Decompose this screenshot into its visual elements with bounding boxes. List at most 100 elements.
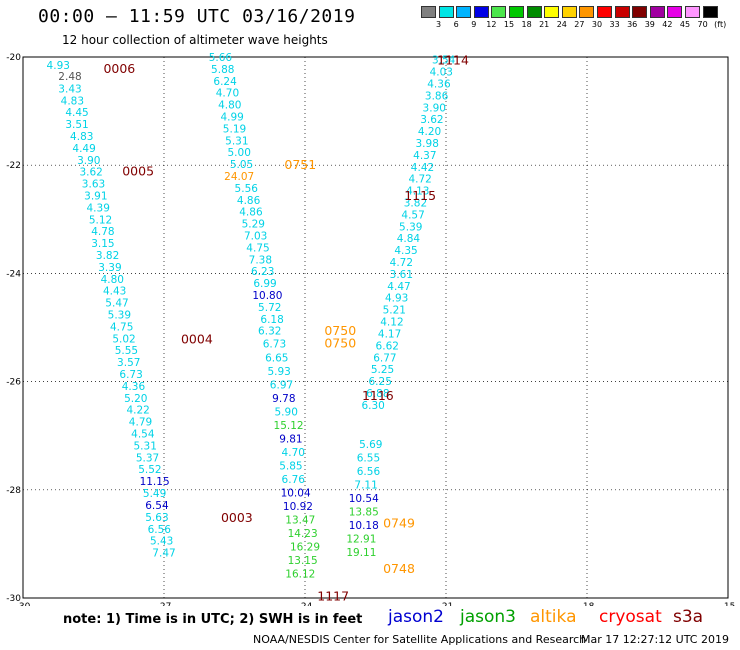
swh-value: 3.54 <box>432 55 456 67</box>
legend-altika: altika <box>530 607 577 627</box>
swh-value: 3.43 <box>58 83 81 95</box>
swh-value: 16.29 <box>290 542 320 554</box>
legend-s3a: s3a <box>673 607 704 627</box>
legend-jason2: jason2 <box>388 607 444 627</box>
swh-value: 5.55 <box>115 345 138 357</box>
scale-swatch <box>649 6 665 18</box>
legend-note: note: 1) Time is in UTC; 2) SWH is in fe… <box>63 612 363 627</box>
swh-value: 4.36 <box>427 79 451 91</box>
swh-value: 5.02 <box>112 333 135 345</box>
legend-jason3: jason3 <box>460 607 516 627</box>
x-tick-label: -27 <box>157 602 172 606</box>
swh-value: 10.80 <box>252 290 282 302</box>
scale-swatch <box>667 6 683 18</box>
swh-value: 10.92 <box>283 501 313 513</box>
swh-value: 3.57 <box>117 357 140 369</box>
scale-swatch <box>632 6 648 18</box>
x-tick-label: -21 <box>439 602 454 606</box>
y-tick-label: -24 <box>6 269 21 279</box>
swh-value: 4.36 <box>122 381 146 393</box>
footer-credit: NOAA/NESDIS Center for Satellite Applica… <box>253 633 587 646</box>
x-tick-label: -30 <box>16 602 31 606</box>
scale-label: 21 <box>539 20 550 29</box>
x-tick-label: -24 <box>298 602 313 606</box>
swh-value: 14.23 <box>288 528 318 540</box>
pass-time-label: 0004 <box>181 331 213 346</box>
swh-value: 5.29 <box>242 219 265 231</box>
swh-value: 10.04 <box>281 488 311 500</box>
wave-height-map: -30 -27 -24 -21 -18 -15 -20 -22 -24 -26 -28 -30 4.93… <box>6 52 735 606</box>
swh-value: 4.12 <box>380 317 403 329</box>
swh-value: 3.63 <box>82 179 105 191</box>
swh-value: 24.07 <box>224 171 254 183</box>
swh-value: 6.30 <box>361 400 384 412</box>
swh-value: 5.52 <box>138 464 161 476</box>
swh-value: 12.91 <box>346 533 376 545</box>
swh-value: 6.55 <box>357 452 380 464</box>
swh-value: 3.86 <box>425 90 449 102</box>
scale-label: 18 <box>521 20 532 29</box>
swh-value: 9.81 <box>279 433 302 445</box>
swh-value: 4.37 <box>413 150 436 162</box>
swh-value: 13.85 <box>349 506 379 518</box>
pass-time-label: 0006 <box>103 61 135 76</box>
swh-value: 4.57 <box>401 209 424 221</box>
pass-time-label: 0748 <box>383 561 415 576</box>
swh-value: 5.63 <box>145 512 168 524</box>
scale-swatch <box>491 6 507 18</box>
scale-swatch <box>614 6 630 18</box>
swh-value: 13.47 <box>285 515 315 527</box>
swh-value: 5.93 <box>267 366 290 378</box>
y-tick-label: -26 <box>6 378 21 388</box>
y-tick-label: -20 <box>6 53 21 63</box>
scale-label: 30 <box>591 20 603 29</box>
swh-value: 4.86 <box>239 207 263 219</box>
swh-value: 5.05 <box>230 159 253 171</box>
pass-time-label: 1114 <box>437 53 469 68</box>
swh-value: 7.38 <box>249 254 272 266</box>
x-tick-label: -18 <box>580 602 595 606</box>
legend-cryosat: cryosat <box>599 607 662 627</box>
swh-value: 3.91 <box>84 190 107 202</box>
swh-value: 4.80 <box>101 274 124 286</box>
swh-value: 4.75 <box>246 242 269 254</box>
pass-time-label: 0751 <box>284 157 316 172</box>
swh-value: 13.15 <box>288 555 318 567</box>
swh-value: 4.47 <box>387 281 410 293</box>
swh-value: 6.99 <box>253 278 276 290</box>
swh-value: 5.49 <box>143 488 166 500</box>
swh-value: 16.12 <box>285 569 315 581</box>
pass-time-label: 0750 <box>324 336 356 351</box>
scale-swatch <box>509 6 524 18</box>
swh-value: 2.48 <box>58 71 81 83</box>
swh-value: 6.54 <box>145 500 169 512</box>
swh-value: 5.25 <box>371 364 394 376</box>
swh-value: 3.62 <box>420 114 443 126</box>
swh-value: 3.61 <box>390 269 413 281</box>
swh-value: 4.54 <box>131 429 155 441</box>
swh-value: 4.75 <box>110 321 133 333</box>
pass-time-label: 1115 <box>404 188 436 203</box>
swh-value: 5.39 <box>399 221 422 233</box>
scale-swatch <box>421 6 436 18</box>
scale-label: 27 <box>574 20 585 29</box>
scale-unit-label: (ft) <box>714 20 727 29</box>
swh-value: 4.93 <box>47 60 70 72</box>
swh-value: 4.83 <box>61 95 84 107</box>
swh-value: 5.39 <box>108 310 131 322</box>
swh-value: 3.82 <box>96 250 119 262</box>
pass-time-label: 1116 <box>362 388 394 403</box>
scale-label: 36 <box>627 20 638 29</box>
swh-value: 3.98 <box>416 138 439 150</box>
swh-value: 11.15 <box>140 476 170 488</box>
swh-value: 3.39 <box>98 262 121 274</box>
swh-value: 5.90 <box>275 406 298 418</box>
swh-value: 5.00 <box>228 147 251 159</box>
scale-swatch <box>579 6 595 18</box>
swh-value: 6.73 <box>263 339 286 351</box>
swh-value: 6.77 <box>373 352 396 364</box>
swh-value: 5.43 <box>150 536 173 548</box>
scale-label: 39 <box>644 20 655 29</box>
chart-title: 00:00 – 11:59 UTC 03/16/2019 <box>38 6 356 27</box>
scale-swatch <box>438 6 454 18</box>
